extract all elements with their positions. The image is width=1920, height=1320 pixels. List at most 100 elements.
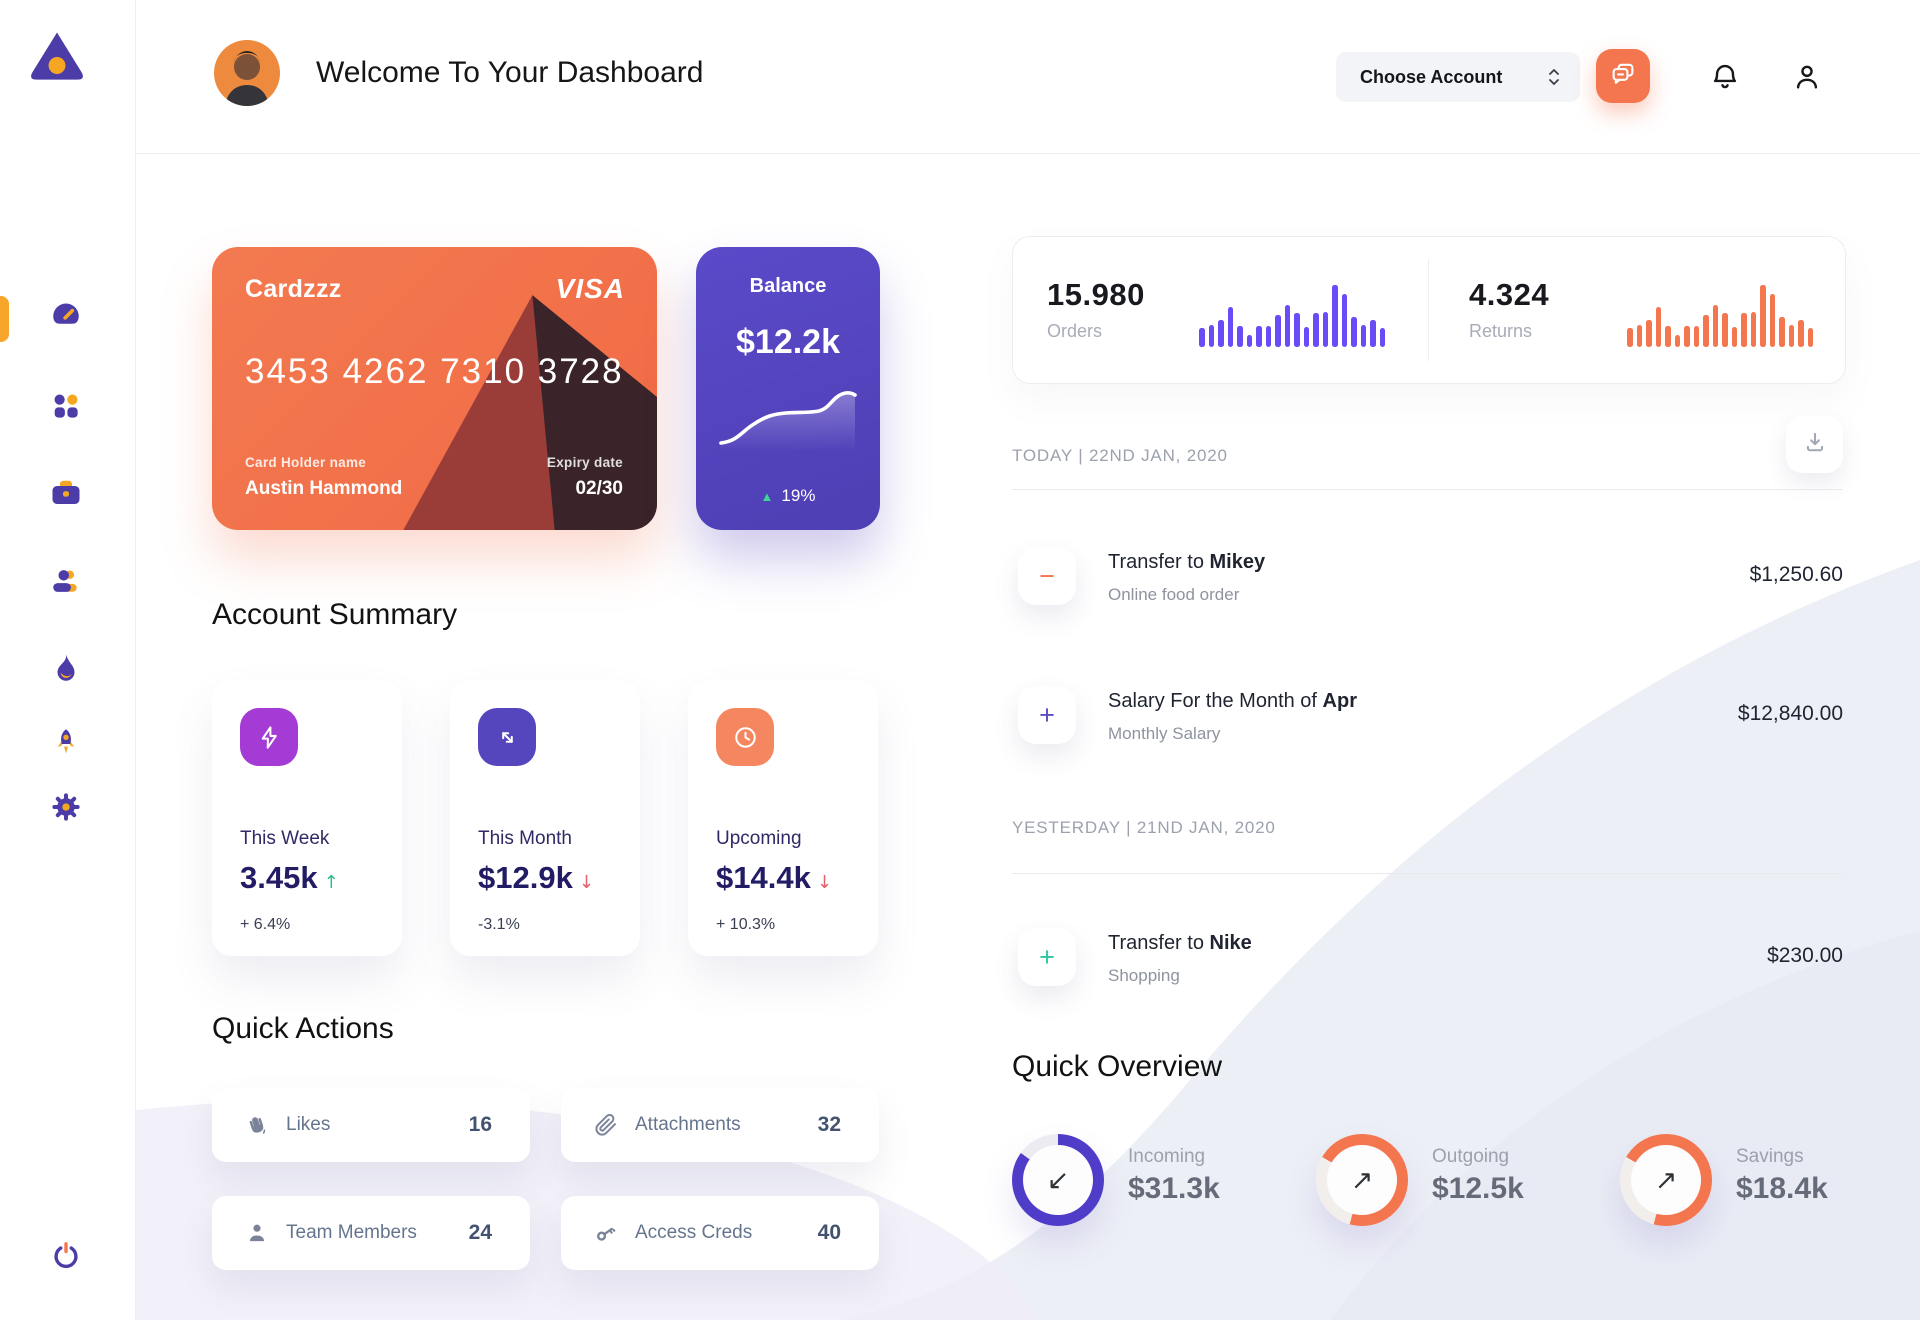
balance-change: ▲ 19% [760, 486, 816, 505]
transaction-row[interactable]: + Transfer to Nike Shopping $230.00 [1012, 928, 1843, 988]
quick-action-likes[interactable]: Likes 16 [212, 1088, 530, 1162]
card-holder: Card Holder name Austin Hammond [245, 455, 402, 500]
person-icon [49, 564, 83, 603]
quick-action-team-members[interactable]: Team Members 24 [212, 1196, 530, 1270]
transaction-title: Transfer to Nike [1108, 932, 1252, 954]
returns-stat: 4.324 Returns [1469, 277, 1549, 342]
flame-icon [49, 651, 83, 690]
summary-label: This Month [478, 828, 572, 849]
today-header: TODAY | 22ND JAN, 2020 [1012, 446, 1228, 465]
up-arrow-icon: ▲ [760, 489, 774, 504]
stats-divider [1428, 259, 1429, 361]
sidebar-item-launch[interactable] [46, 725, 86, 765]
quick-action-label: Team Members [286, 1222, 417, 1243]
transaction-subtitle: Monthly Salary [1108, 724, 1221, 743]
sidebar-item-settings[interactable] [46, 789, 86, 829]
clock-icon [716, 708, 774, 766]
grid-dots-icon [49, 389, 83, 428]
sidebar-logout[interactable] [46, 1238, 86, 1278]
choose-account-select[interactable]: Choose Account [1336, 52, 1580, 102]
card-number: 3453 4262 7310 3728 [245, 352, 624, 391]
member-icon [244, 1220, 270, 1246]
header: Welcome To Your Dashboard Choose Account [136, 0, 1920, 154]
orders-returns-card: 15.980 Orders 4.324 Returns [1012, 236, 1846, 384]
card-holder-label: Card Holder name [245, 455, 367, 470]
messages-button[interactable] [1596, 49, 1650, 103]
key-icon [593, 1220, 619, 1246]
summary-card-upcoming: Upcoming $14.4k ↓ + 10.3% [688, 680, 878, 956]
paperclip-icon [593, 1112, 619, 1138]
card-expiry-date: 02/30 [575, 478, 623, 499]
credit-card: Cardzzz VISA 3453 4262 7310 3728 Card Ho… [212, 247, 657, 530]
trend-down-icon: ↓ [816, 872, 832, 893]
transaction-amount: $12,840.00 [1737, 702, 1843, 725]
sidebar-item-apps[interactable] [46, 388, 86, 428]
quick-action-access-creds[interactable]: Access Creds 40 [561, 1196, 879, 1270]
power-icon [49, 1239, 83, 1278]
orders-sparkline [1199, 283, 1385, 347]
quick-actions-title: Quick Actions [212, 1012, 394, 1045]
summary-value: $12.9k ↓ [478, 860, 594, 895]
incoming-value: $31.3k [1128, 1172, 1220, 1205]
card-name: Cardzzz [245, 275, 342, 303]
bell-icon [1708, 64, 1742, 98]
trend-arrows-icon [478, 708, 536, 766]
orders-value: 15.980 [1047, 277, 1145, 312]
sidebar-item-dashboard[interactable] [46, 296, 86, 336]
choose-account-label: Choose Account [1360, 66, 1503, 87]
download-button[interactable] [1786, 416, 1843, 473]
divider [1012, 489, 1843, 490]
summary-delta: + 10.3% [716, 916, 776, 933]
summary-value: $14.4k ↓ [716, 860, 832, 895]
transaction-row[interactable]: + Salary For the Month of Apr Monthly Sa… [1012, 686, 1843, 746]
user-avatar[interactable] [214, 40, 280, 106]
savings-label: Savings [1736, 1146, 1804, 1167]
rocket-icon [49, 726, 83, 765]
savings-gauge: ↗ [1620, 1134, 1712, 1226]
notifications-button[interactable] [1708, 60, 1742, 94]
sidebar-active-indicator [0, 296, 9, 342]
summary-value: 3.45k ↑ [240, 860, 339, 895]
returns-value: 4.324 [1469, 277, 1550, 312]
plus-icon: + [1018, 686, 1076, 744]
sidebar [0, 0, 136, 1320]
quick-action-attachments[interactable]: Attachments 32 [561, 1088, 879, 1162]
transaction-title: Salary For the Month of Apr [1108, 690, 1357, 712]
transaction-amount: $1,250.60 [1749, 563, 1843, 586]
briefcase-icon [48, 474, 84, 515]
outgoing-gauge: ↗ [1316, 1134, 1408, 1226]
divider [1012, 873, 1843, 874]
transaction-subtitle: Shopping [1108, 966, 1180, 985]
quick-action-label: Likes [286, 1114, 331, 1135]
summary-delta: -3.1% [478, 916, 520, 933]
outgoing-label: Outgoing [1432, 1146, 1510, 1167]
profile-button[interactable] [1790, 60, 1824, 94]
speedometer-icon [48, 296, 84, 337]
card-expiry: Expiry date 02/30 [547, 455, 623, 500]
clap-hand-icon [244, 1112, 270, 1138]
transaction-row[interactable]: − Transfer to Mikey Online food order $1… [1012, 547, 1843, 607]
savings-value: $18.4k [1736, 1172, 1828, 1205]
outgoing-value: $12.5k [1432, 1172, 1524, 1205]
transaction-subtitle: Online food order [1108, 585, 1240, 604]
summary-label: Upcoming [716, 828, 802, 849]
quick-overview-title: Quick Overview [1012, 1050, 1223, 1083]
gear-icon [49, 790, 83, 829]
credit-card-art [212, 247, 657, 530]
quick-action-label: Attachments [635, 1114, 741, 1135]
app-logo[interactable] [24, 24, 90, 90]
quick-action-label: Access Creds [635, 1222, 753, 1243]
transaction-title: Transfer to Mikey [1108, 551, 1266, 573]
trend-down-icon: ↓ [578, 872, 594, 893]
summary-card-this-month: This Month $12.9k ↓ -3.1% [450, 680, 640, 956]
page-title: Welcome To Your Dashboard [316, 56, 704, 89]
summary-delta: + 6.4% [240, 916, 291, 933]
sidebar-item-customers[interactable] [46, 563, 86, 603]
balance-card: Balance $12.2k ▲ 19% [696, 247, 880, 530]
sidebar-item-portfolio[interactable] [46, 474, 86, 514]
transaction-amount: $230.00 [1767, 944, 1843, 967]
sidebar-item-activity[interactable] [46, 650, 86, 690]
arrow-down-left-icon: ↙ [1046, 1164, 1070, 1196]
